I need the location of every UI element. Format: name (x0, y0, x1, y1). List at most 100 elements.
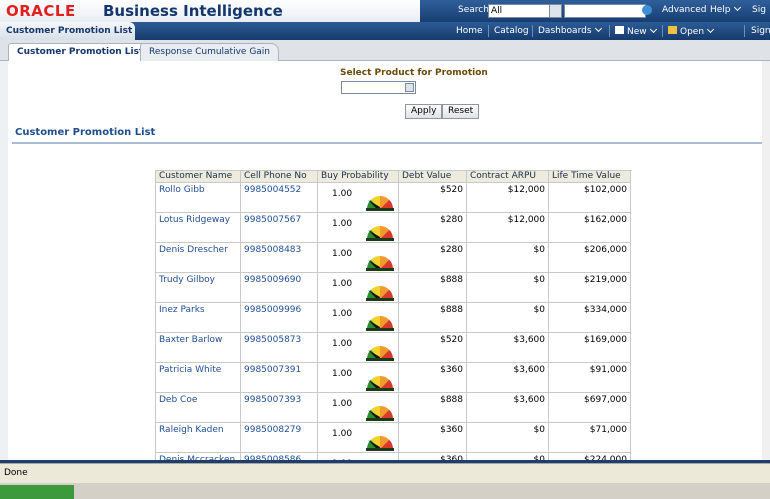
gauge-base (366, 238, 394, 241)
table-cell: $0 (467, 423, 549, 453)
gauge-base (366, 298, 394, 301)
gauge-icon (366, 226, 394, 241)
nav-separator (532, 25, 533, 37)
chevron (649, 25, 657, 34)
column-header: Life Time Value (549, 171, 631, 183)
link-cell[interactable]: 9985005873 (241, 333, 318, 363)
nav-link-text: Catalog (494, 26, 529, 36)
advanced-link[interactable]: Advanced (662, 5, 707, 15)
promotion-table: Customer Name Cell Phone No Buy Probabilit… (155, 170, 632, 460)
table-cell: 1.00 (318, 273, 399, 303)
table-cell: $697,000 (549, 393, 631, 423)
table-cell: $888 (399, 303, 467, 333)
search-scope[interactable]: All (488, 4, 562, 18)
gauge-segment (380, 316, 390, 329)
link-cell[interactable]: 9985008483 (241, 243, 318, 273)
table-cell: $0 (467, 303, 549, 333)
help-text: Help (710, 5, 731, 15)
link-cell[interactable]: Lotus Ridgeway (156, 213, 241, 243)
link-cell[interactable]: Denis Mccracken (156, 453, 241, 460)
gauge-segment (380, 349, 393, 359)
link-cell[interactable]: Inez Parks (156, 303, 241, 333)
search-label: Search (458, 5, 489, 15)
search-button[interactable] (642, 5, 652, 15)
link-cell[interactable]: 9985009996 (241, 303, 318, 333)
gauge-segment (380, 196, 390, 209)
table-cell: $520 (399, 183, 467, 213)
link-cell[interactable]: 9985007393 (241, 393, 318, 423)
gauge-segment (380, 289, 393, 299)
nav-icon (668, 26, 677, 34)
column-header: Buy Probability (318, 171, 399, 183)
link-cell[interactable]: 9985008279 (241, 423, 318, 453)
link-cell[interactable]: 9985008586 (241, 453, 318, 460)
dropdown-arrow (405, 83, 414, 92)
link-cell[interactable]: Raleigh Kaden (156, 423, 241, 453)
table-cell: $520 (399, 333, 467, 363)
nav-link[interactable]: Open (668, 25, 715, 37)
gauge-icon (366, 316, 394, 331)
section-rule (12, 142, 770, 144)
scrollbar (762, 61, 770, 460)
nav-link[interactable]: Catalog (494, 26, 529, 36)
table-cell: $3,600 (467, 333, 549, 363)
gauge-base (366, 358, 394, 361)
table-cell: 1.00 (318, 333, 399, 363)
link-cell[interactable]: 9985007391 (241, 363, 318, 393)
gauge-segment (380, 259, 393, 269)
nav-icon (615, 26, 624, 34)
table-cell: $888 (399, 273, 467, 303)
start-button[interactable] (0, 485, 74, 499)
gauge-base (366, 448, 394, 451)
nav-link-text: Home (456, 26, 483, 36)
link-cell[interactable]: Baxter Barlow (156, 333, 241, 363)
chevron (707, 25, 715, 34)
reset-button[interactable]: Reset (442, 104, 480, 119)
gauge-base (366, 418, 394, 421)
tab[interactable]: Response Cumulative Gain (140, 43, 280, 61)
nav-bar (0, 22, 770, 40)
link-cell[interactable]: Rollo Gibb (156, 183, 241, 213)
nav-link[interactable]: Home (456, 26, 483, 36)
nav-link[interactable]: New (615, 25, 658, 37)
table-cell: 1.00 (318, 423, 399, 453)
nav-link-text: New (627, 27, 647, 37)
left-gutter (0, 61, 8, 460)
gauge-segment (380, 346, 390, 359)
signed-in-link[interactable]: Signed In A (751, 26, 770, 36)
gauge-base (366, 328, 394, 331)
gauge-segment (380, 409, 393, 419)
status-bar (0, 463, 770, 483)
table-cell: $280 (399, 243, 467, 273)
link-cell[interactable]: Deb Coe (156, 393, 241, 423)
taskbar (0, 483, 770, 499)
nav-separator (662, 25, 663, 37)
gauge-icon (366, 406, 394, 421)
table-cell: $224,000 (549, 453, 631, 460)
apply-button[interactable]: Apply (405, 104, 443, 119)
gauge-icon (366, 286, 394, 301)
gauge-segment (380, 406, 390, 419)
link-cell[interactable]: Denis Drescher (156, 243, 241, 273)
table-cell: 1.00 (318, 453, 399, 460)
table-cell: $0 (467, 243, 549, 273)
chevron (594, 24, 602, 33)
product-select[interactable] (341, 81, 416, 94)
link-cell[interactable]: 9985007567 (241, 213, 318, 243)
search-input[interactable] (564, 4, 646, 18)
help-menu[interactable]: Help (710, 3, 742, 15)
link-cell[interactable]: 9985009690 (241, 273, 318, 303)
link-cell[interactable]: Patricia White (156, 363, 241, 393)
tab-active[interactable]: Customer Promotion List (8, 43, 153, 62)
gauge-base (366, 388, 394, 391)
link-cell[interactable]: Trudy Gilboy (156, 273, 241, 303)
nav-link[interactable]: Dashboards (538, 24, 603, 36)
signed-link[interactable]: Sig (752, 5, 766, 15)
table-cell: $162,000 (549, 213, 631, 243)
gauge-segment (380, 229, 393, 239)
table-cell: 1.00 (318, 393, 399, 423)
table-cell: $206,000 (549, 243, 631, 273)
status-text: Done (4, 468, 28, 478)
link-cell[interactable]: 9985004552 (241, 183, 318, 213)
